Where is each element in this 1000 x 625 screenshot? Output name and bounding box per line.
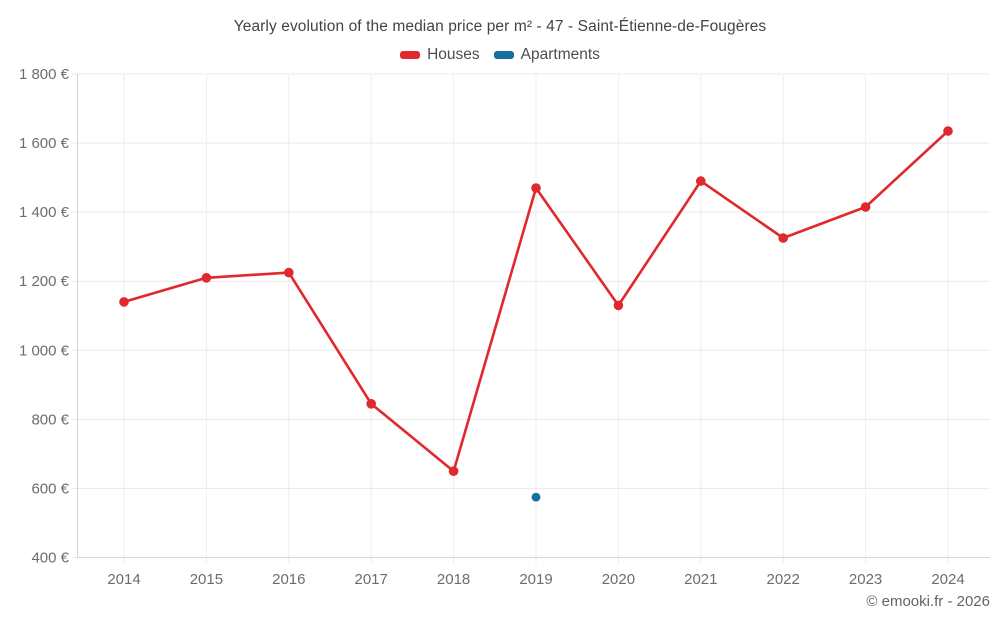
chart-title: Yearly evolution of the median price per… [233,18,767,35]
footer-credit: © emooki.fr - 2026 [866,593,990,610]
houses-series-swatch-icon [400,51,421,59]
x-axis-tick-label: 2022 [767,571,800,588]
x-axis-tick-label: 2021 [684,571,717,588]
data-point-houses-2020[interactable] [613,300,624,311]
x-axis-tick-label: 2014 [107,571,140,588]
y-axis-tick-label: 1 200 € [19,273,70,290]
x-axis-tick-label: 2017 [355,571,388,588]
x-axis-tick-label: 2015 [190,571,223,588]
x-axis-tick-label: 2016 [272,571,305,588]
legend-label-houses: Houses [427,46,480,63]
x-axis-tick-label: 2019 [519,571,552,588]
data-point-houses-2018[interactable] [448,466,459,477]
y-axis-tick-label: 1 400 € [19,204,70,221]
data-point-houses-2014[interactable] [119,297,129,307]
data-point-houses-2024[interactable] [943,126,953,136]
legend-item-apartments[interactable]: Apartments [493,46,600,64]
x-axis-tick-label: 2024 [931,571,964,588]
data-point-apartments-2019[interactable] [531,492,541,502]
y-axis-tick-label: 800 € [31,411,69,428]
x-axis-tick-label: 2018 [437,571,470,588]
data-point-houses-2022[interactable] [778,233,788,243]
y-axis-tick-label: 600 € [31,480,69,497]
data-point-houses-2017[interactable] [366,399,377,409]
data-point-houses-2019[interactable] [531,183,541,193]
apartments-series-swatch-icon [493,51,514,59]
data-point-houses-2023[interactable] [860,202,871,212]
data-point-houses-2016[interactable] [284,267,294,278]
y-axis-tick-label: 1 800 € [19,66,70,83]
y-axis-tick-label: 400 € [31,550,69,567]
data-point-houses-2015[interactable] [201,273,212,283]
x-axis-tick-label: 2020 [602,571,635,588]
data-point-houses-2021[interactable] [696,176,706,186]
legend-item-houses[interactable]: Houses [400,46,480,64]
y-axis-tick-label: 1 600 € [19,135,70,152]
legend: Houses Apartments [0,46,1000,64]
x-axis-tick-label: 2023 [849,571,882,588]
y-axis-tick-label: 1 000 € [19,342,70,359]
legend-label-apartments: Apartments [520,46,600,63]
